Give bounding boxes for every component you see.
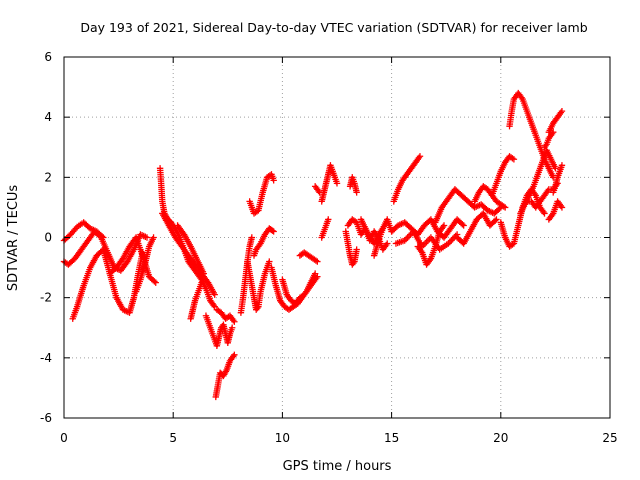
- data-point: [459, 221, 466, 228]
- data-point: [448, 237, 455, 244]
- data-point: [541, 210, 548, 217]
- data-point: [228, 324, 236, 331]
- data-point: [269, 227, 276, 234]
- data-point: [416, 153, 424, 160]
- x-tick-label: 15: [384, 431, 399, 445]
- data-point: [404, 234, 411, 241]
- data-point: [500, 203, 507, 210]
- data-point: [423, 238, 430, 246]
- y-tick-label: 2: [44, 170, 52, 184]
- data-point: [248, 234, 256, 241]
- data-point: [270, 228, 277, 235]
- data-point: [550, 129, 557, 136]
- data-point: [353, 246, 360, 253]
- data-point: [558, 107, 566, 115]
- y-tick-label: 4: [44, 110, 52, 124]
- x-tick-label: 5: [169, 431, 177, 445]
- data-point: [150, 234, 157, 241]
- data-point: [231, 318, 238, 325]
- data-point: [312, 257, 320, 264]
- data-point: [558, 162, 566, 169]
- y-tick-label: 6: [44, 50, 52, 64]
- data-point: [270, 177, 277, 184]
- y-tick-labels: -6 -4 -2 0 2 4 6: [40, 50, 52, 425]
- data-point: [384, 240, 391, 247]
- data-point: [143, 234, 151, 241]
- data-point: [440, 222, 448, 229]
- x-tick-label: 10: [275, 431, 290, 445]
- data-point: [501, 204, 509, 211]
- data-point: [353, 189, 360, 196]
- data-point: [558, 204, 566, 211]
- data-point: [151, 278, 158, 285]
- chart-title: Day 193 of 2021, Sidereal Day-to-day VTE…: [80, 20, 587, 35]
- data-point: [460, 222, 467, 229]
- data-point: [509, 155, 516, 162]
- x-tick-label: 20: [493, 431, 508, 445]
- data-point: [314, 273, 321, 280]
- x-axis-label: GPS time / hours: [283, 459, 392, 474]
- data-point: [421, 240, 429, 247]
- data-point: [231, 351, 238, 359]
- data-points: [60, 89, 566, 401]
- x-tick-label: 25: [602, 431, 617, 445]
- data-point: [325, 216, 332, 223]
- x-tick-labels: 0 5 10 15 20 25: [60, 431, 617, 445]
- data-point: [314, 258, 321, 265]
- data-point: [333, 180, 341, 187]
- data-point: [200, 270, 207, 277]
- y-tick-label: -2: [40, 291, 52, 305]
- data-point: [405, 232, 413, 240]
- data-point: [211, 291, 218, 298]
- x-tick-label: 0: [60, 431, 68, 445]
- data-point: [491, 217, 499, 224]
- data-point: [198, 279, 205, 286]
- data-point: [152, 279, 159, 286]
- data-point: [510, 156, 518, 163]
- axis-ticks: [63, 56, 611, 419]
- y-axis-label: SDTVAR / TECUs: [6, 185, 21, 292]
- data-point: [266, 258, 273, 265]
- y-tick-label: -4: [40, 351, 52, 365]
- y-tick-label: 0: [44, 231, 52, 245]
- data-point: [552, 165, 559, 172]
- data-point: [493, 216, 500, 223]
- data-point: [449, 235, 456, 243]
- y-tick-label: -6: [40, 411, 52, 425]
